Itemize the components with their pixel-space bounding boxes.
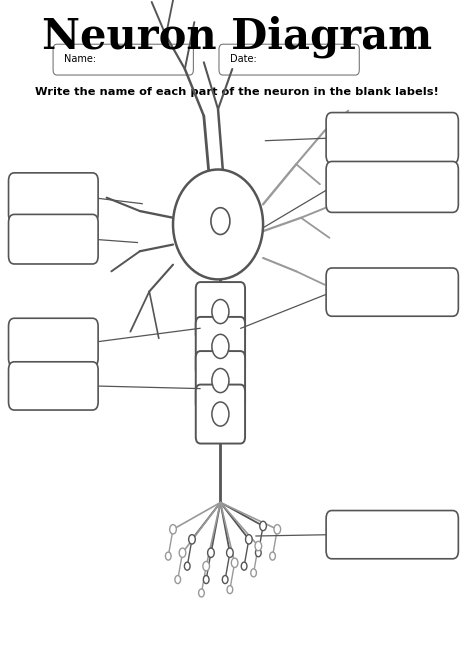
Circle shape [199,589,204,597]
Circle shape [246,535,252,544]
FancyBboxPatch shape [326,161,458,212]
Text: Date:: Date: [230,54,256,64]
FancyBboxPatch shape [196,385,245,444]
FancyBboxPatch shape [9,318,98,366]
Circle shape [231,558,238,567]
FancyBboxPatch shape [326,113,458,163]
Circle shape [212,402,229,426]
Circle shape [203,576,209,584]
Circle shape [203,561,210,571]
Circle shape [260,521,266,531]
FancyBboxPatch shape [326,511,458,559]
Text: Neuron Diagram: Neuron Diagram [42,15,432,58]
FancyBboxPatch shape [9,362,98,410]
Circle shape [175,576,181,584]
Circle shape [255,541,262,551]
Circle shape [212,369,229,393]
Circle shape [184,562,190,570]
Circle shape [251,569,256,577]
Ellipse shape [173,170,263,279]
Circle shape [227,548,233,557]
FancyBboxPatch shape [9,173,98,222]
Text: Write the name of each part of the neuron in the blank labels!: Write the name of each part of the neuro… [35,88,439,97]
Text: Name:: Name: [64,54,96,64]
Circle shape [255,549,261,557]
Circle shape [212,299,229,324]
Circle shape [241,562,247,570]
Circle shape [170,525,176,534]
FancyBboxPatch shape [219,44,359,75]
FancyBboxPatch shape [196,351,245,410]
FancyBboxPatch shape [326,268,458,316]
Circle shape [189,535,195,544]
FancyBboxPatch shape [196,317,245,376]
Circle shape [211,208,230,234]
Circle shape [212,334,229,358]
Circle shape [270,552,275,560]
FancyBboxPatch shape [196,282,245,341]
Circle shape [208,548,214,557]
Circle shape [222,576,228,584]
Circle shape [179,548,186,557]
FancyBboxPatch shape [9,214,98,264]
Circle shape [227,586,233,594]
Circle shape [274,525,281,534]
Circle shape [165,552,171,560]
FancyBboxPatch shape [53,44,193,75]
